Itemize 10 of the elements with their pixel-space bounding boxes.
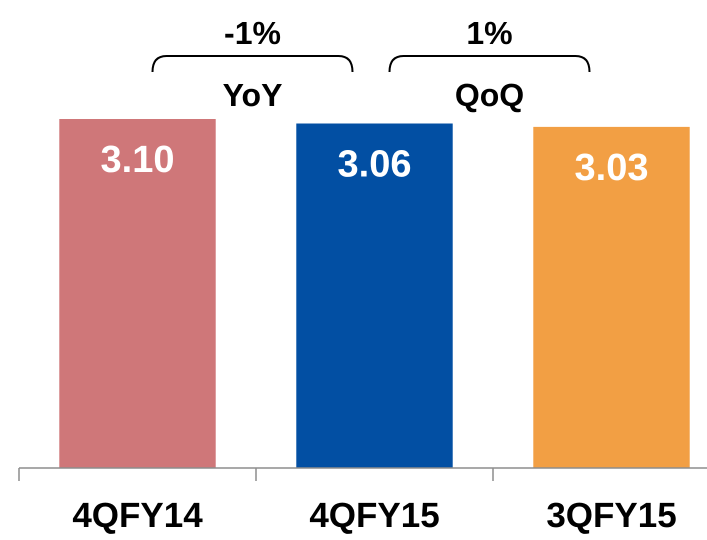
data-label: 3.03 [574, 146, 648, 189]
text: 1% [466, 15, 513, 51]
x-tick-label: 4QFY14 [72, 496, 204, 535]
data-label: 3.06 [338, 144, 412, 186]
data-label: 3.10 [100, 139, 174, 181]
x-tick-label: 4QFY15 [309, 496, 440, 535]
text: QoQ [454, 77, 524, 113]
text: -1% [224, 15, 281, 51]
text: YoY [222, 77, 282, 113]
x-tick-label: 3QFY15 [546, 496, 677, 535]
